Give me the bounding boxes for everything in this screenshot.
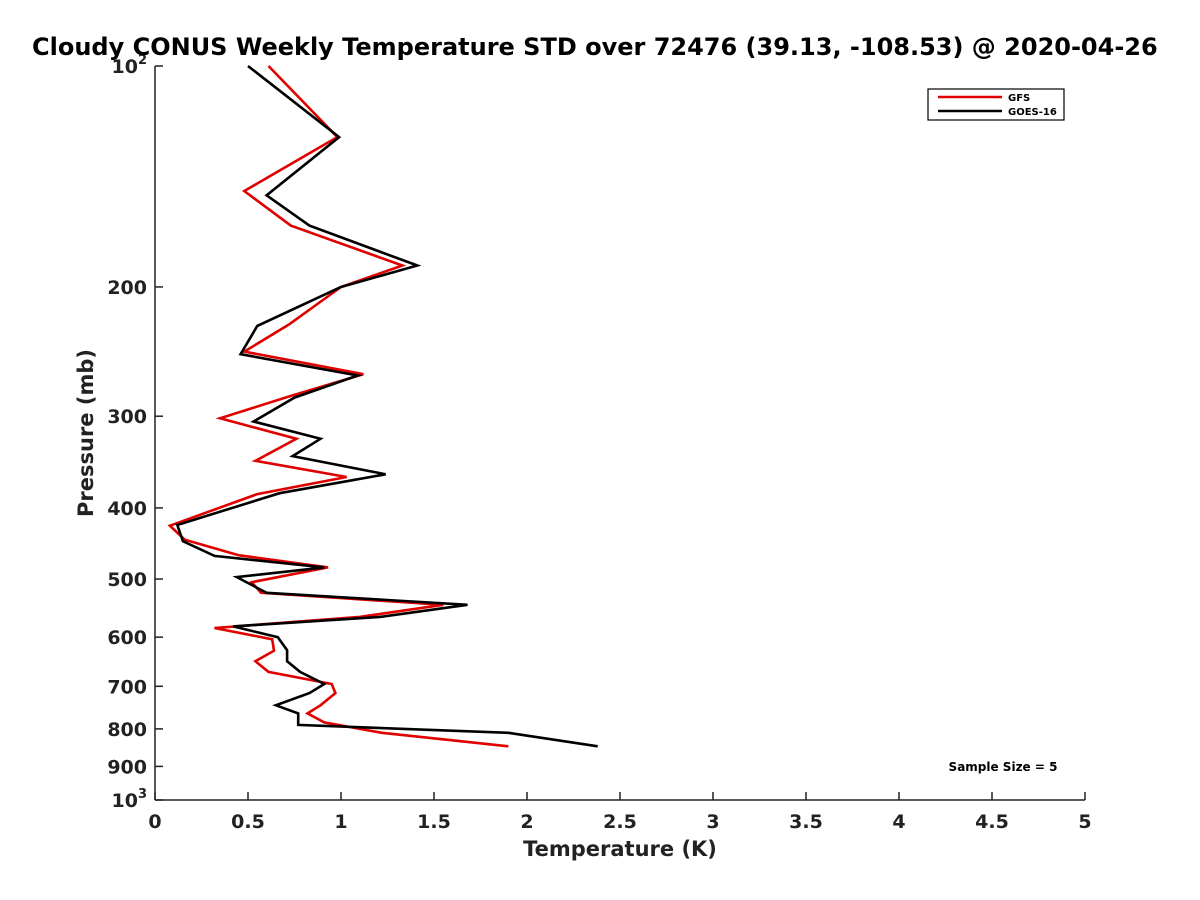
y-tick-label: 400: [107, 498, 147, 520]
legend-label-gfs: GFS: [1008, 93, 1030, 104]
series-line-gfs: [167, 65, 509, 748]
x-tick-label: 0: [148, 811, 161, 833]
x-tick-label: 5: [1078, 811, 1091, 833]
y-tick-label: 600: [107, 627, 147, 649]
x-tick-label: 1: [334, 811, 347, 833]
x-tick-label: 2: [520, 811, 533, 833]
x-tick-label: 0.5: [231, 811, 265, 833]
x-tick-label: 4: [892, 811, 905, 833]
x-tick-label: 3.5: [789, 811, 823, 833]
y-tick-label: 500: [107, 569, 147, 591]
y-axis-label: Pressure (mb): [74, 349, 98, 517]
series-line-goes16: [175, 64, 598, 748]
x-tick-label: 1.5: [417, 811, 451, 833]
y-tick-label: 700: [107, 676, 147, 698]
y-tick-label: 900: [107, 756, 147, 778]
legend-box: [927, 88, 1065, 121]
y-tick-label: 102: [112, 53, 148, 78]
x-tick-label: 2.5: [603, 811, 637, 833]
chart-title: Cloudy CONUS Weekly Temperature STD over…: [32, 33, 1158, 61]
x-ticks: 0 0.5 1 1.5 2 2.5 3 3.5 4 4.5 5: [148, 792, 1092, 833]
sample-size-annotation: Sample Size = 5: [949, 760, 1058, 774]
y-ticks: 102 200 300 400 500 600 700 800 900 103: [107, 53, 163, 812]
legend: GFS GOES-16: [927, 88, 1065, 121]
x-tick-label: 3: [706, 811, 719, 833]
y-tick-label: 103: [112, 787, 148, 812]
y-tick-label: 200: [107, 277, 147, 299]
y-tick-label: 800: [107, 719, 147, 741]
y-tick-label: 300: [107, 406, 147, 428]
series-group: [167, 64, 598, 748]
x-tick-label: 4.5: [975, 811, 1009, 833]
legend-label-goes16: GOES-16: [1008, 107, 1057, 118]
x-axis-label: Temperature (K): [523, 837, 717, 861]
